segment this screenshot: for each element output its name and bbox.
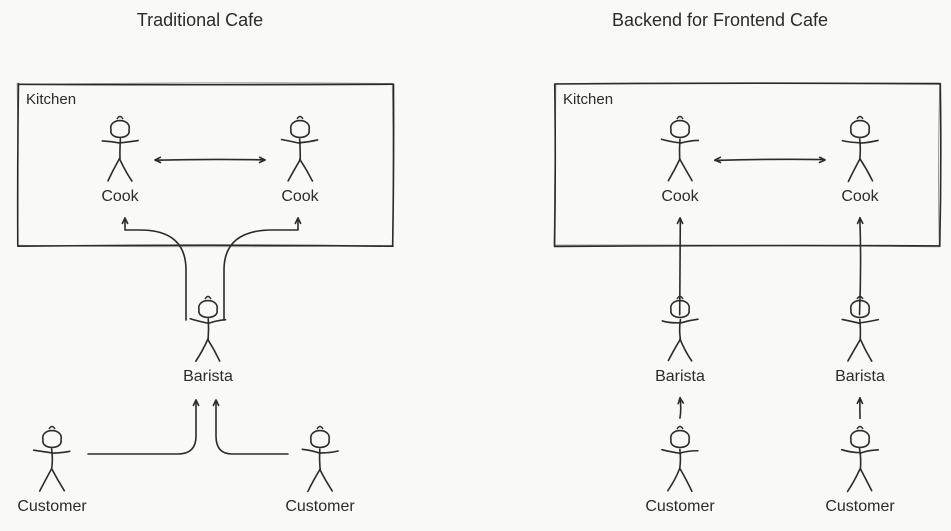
right-cook-link xyxy=(715,157,825,162)
figure-label: Cook xyxy=(281,188,319,205)
left-barista-to-cook-0 xyxy=(122,218,186,320)
figure-label: Customer xyxy=(17,498,87,515)
figure-label: Cook xyxy=(101,188,139,205)
left-panel: Traditional Cafe Kitchen Cook Cook Barista Cu… xyxy=(17,10,393,515)
figure-label: Customer xyxy=(645,498,715,515)
right-cook-1: Cook xyxy=(841,117,879,206)
right-kitchen: Kitchen xyxy=(554,83,941,247)
right-panel: Backend for Frontend Cafe Kitchen Cook Cook… xyxy=(554,10,941,515)
left-kitchen: Kitchen xyxy=(17,83,393,247)
left-customer-1: Customer xyxy=(285,427,355,516)
right-title: Backend for Frontend Cafe xyxy=(612,10,828,30)
kitchen-label: Kitchen xyxy=(563,91,613,108)
right-customer-to-barista-0 xyxy=(678,398,683,419)
figure-label: Customer xyxy=(825,498,895,515)
figure-label: Cook xyxy=(841,188,879,205)
figure-label: Barista xyxy=(183,368,233,385)
figure-label: Barista xyxy=(835,368,885,385)
left-customer-0: Customer xyxy=(17,427,87,516)
left-customer-to-barista-1 xyxy=(213,400,288,454)
left-barista-to-cook-1 xyxy=(224,218,301,320)
kitchen-label: Kitchen xyxy=(26,91,76,108)
figure-label: Customer xyxy=(285,498,355,515)
left-barista: Barista xyxy=(183,297,233,386)
left-cook-1: Cook xyxy=(281,117,319,206)
right-customer-1: Customer xyxy=(825,427,895,516)
right-customer-0: Customer xyxy=(645,427,715,516)
right-cook-0: Cook xyxy=(661,117,699,206)
diagram-canvas: Traditional Cafe Kitchen Cook Cook Barista Cu… xyxy=(0,0,951,531)
left-title: Traditional Cafe xyxy=(137,10,263,30)
right-customer-to-barista-1 xyxy=(857,398,862,419)
figure-label: Barista xyxy=(655,368,705,385)
left-customer-to-barista-0 xyxy=(88,400,199,454)
left-cook-link xyxy=(155,157,265,162)
left-cook-0: Cook xyxy=(101,117,139,206)
figure-label: Cook xyxy=(661,188,699,205)
